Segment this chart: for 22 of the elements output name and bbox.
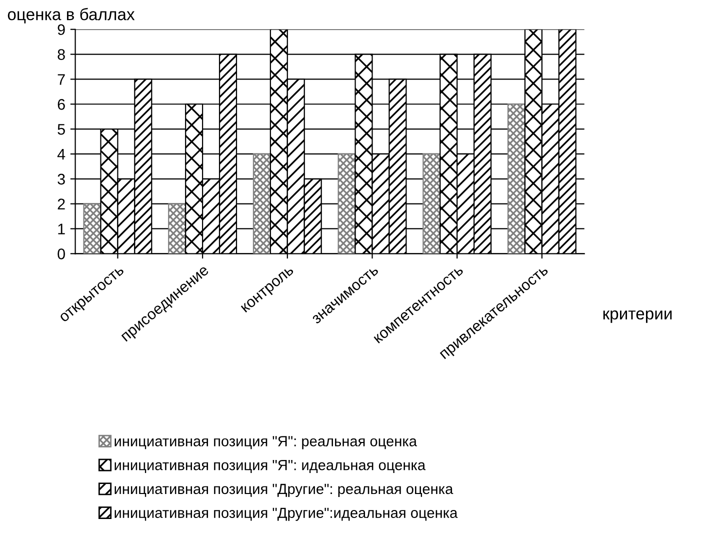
legend-label: инициативная позиция "Другие":идеальная оценка — [114, 508, 458, 521]
bar — [422, 153, 441, 254]
y-axis-title: оценка в баллах — [8, 8, 135, 24]
y-tick-label: 0 — [58, 248, 65, 260]
y-tick-label: 1 — [58, 224, 65, 234]
y-tick-label: 9 — [58, 24, 65, 36]
y-tick-label: 8 — [58, 49, 65, 60]
legend-label: инициативная позиция "Я": реальная оценка — [114, 436, 418, 450]
bar — [338, 153, 356, 254]
bar — [507, 104, 526, 254]
y-tick-label: 5 — [58, 124, 65, 135]
y-tick-label: 2 — [58, 198, 65, 210]
y-tick-label: 4 — [57, 148, 66, 160]
y-tick-label: 7 — [58, 74, 65, 85]
legend-label: инициативная позиция "Другие": реальная оценка — [114, 484, 454, 497]
bar — [168, 203, 186, 254]
legend-label: инициативная позиция "Я": идеальная оценка — [114, 460, 426, 473]
bar — [83, 203, 102, 254]
x-axis-title: критерии — [603, 310, 672, 323]
bar — [252, 153, 271, 254]
y-tick-label: 3 — [58, 174, 65, 185]
y-tick-label: 6 — [58, 99, 65, 110]
